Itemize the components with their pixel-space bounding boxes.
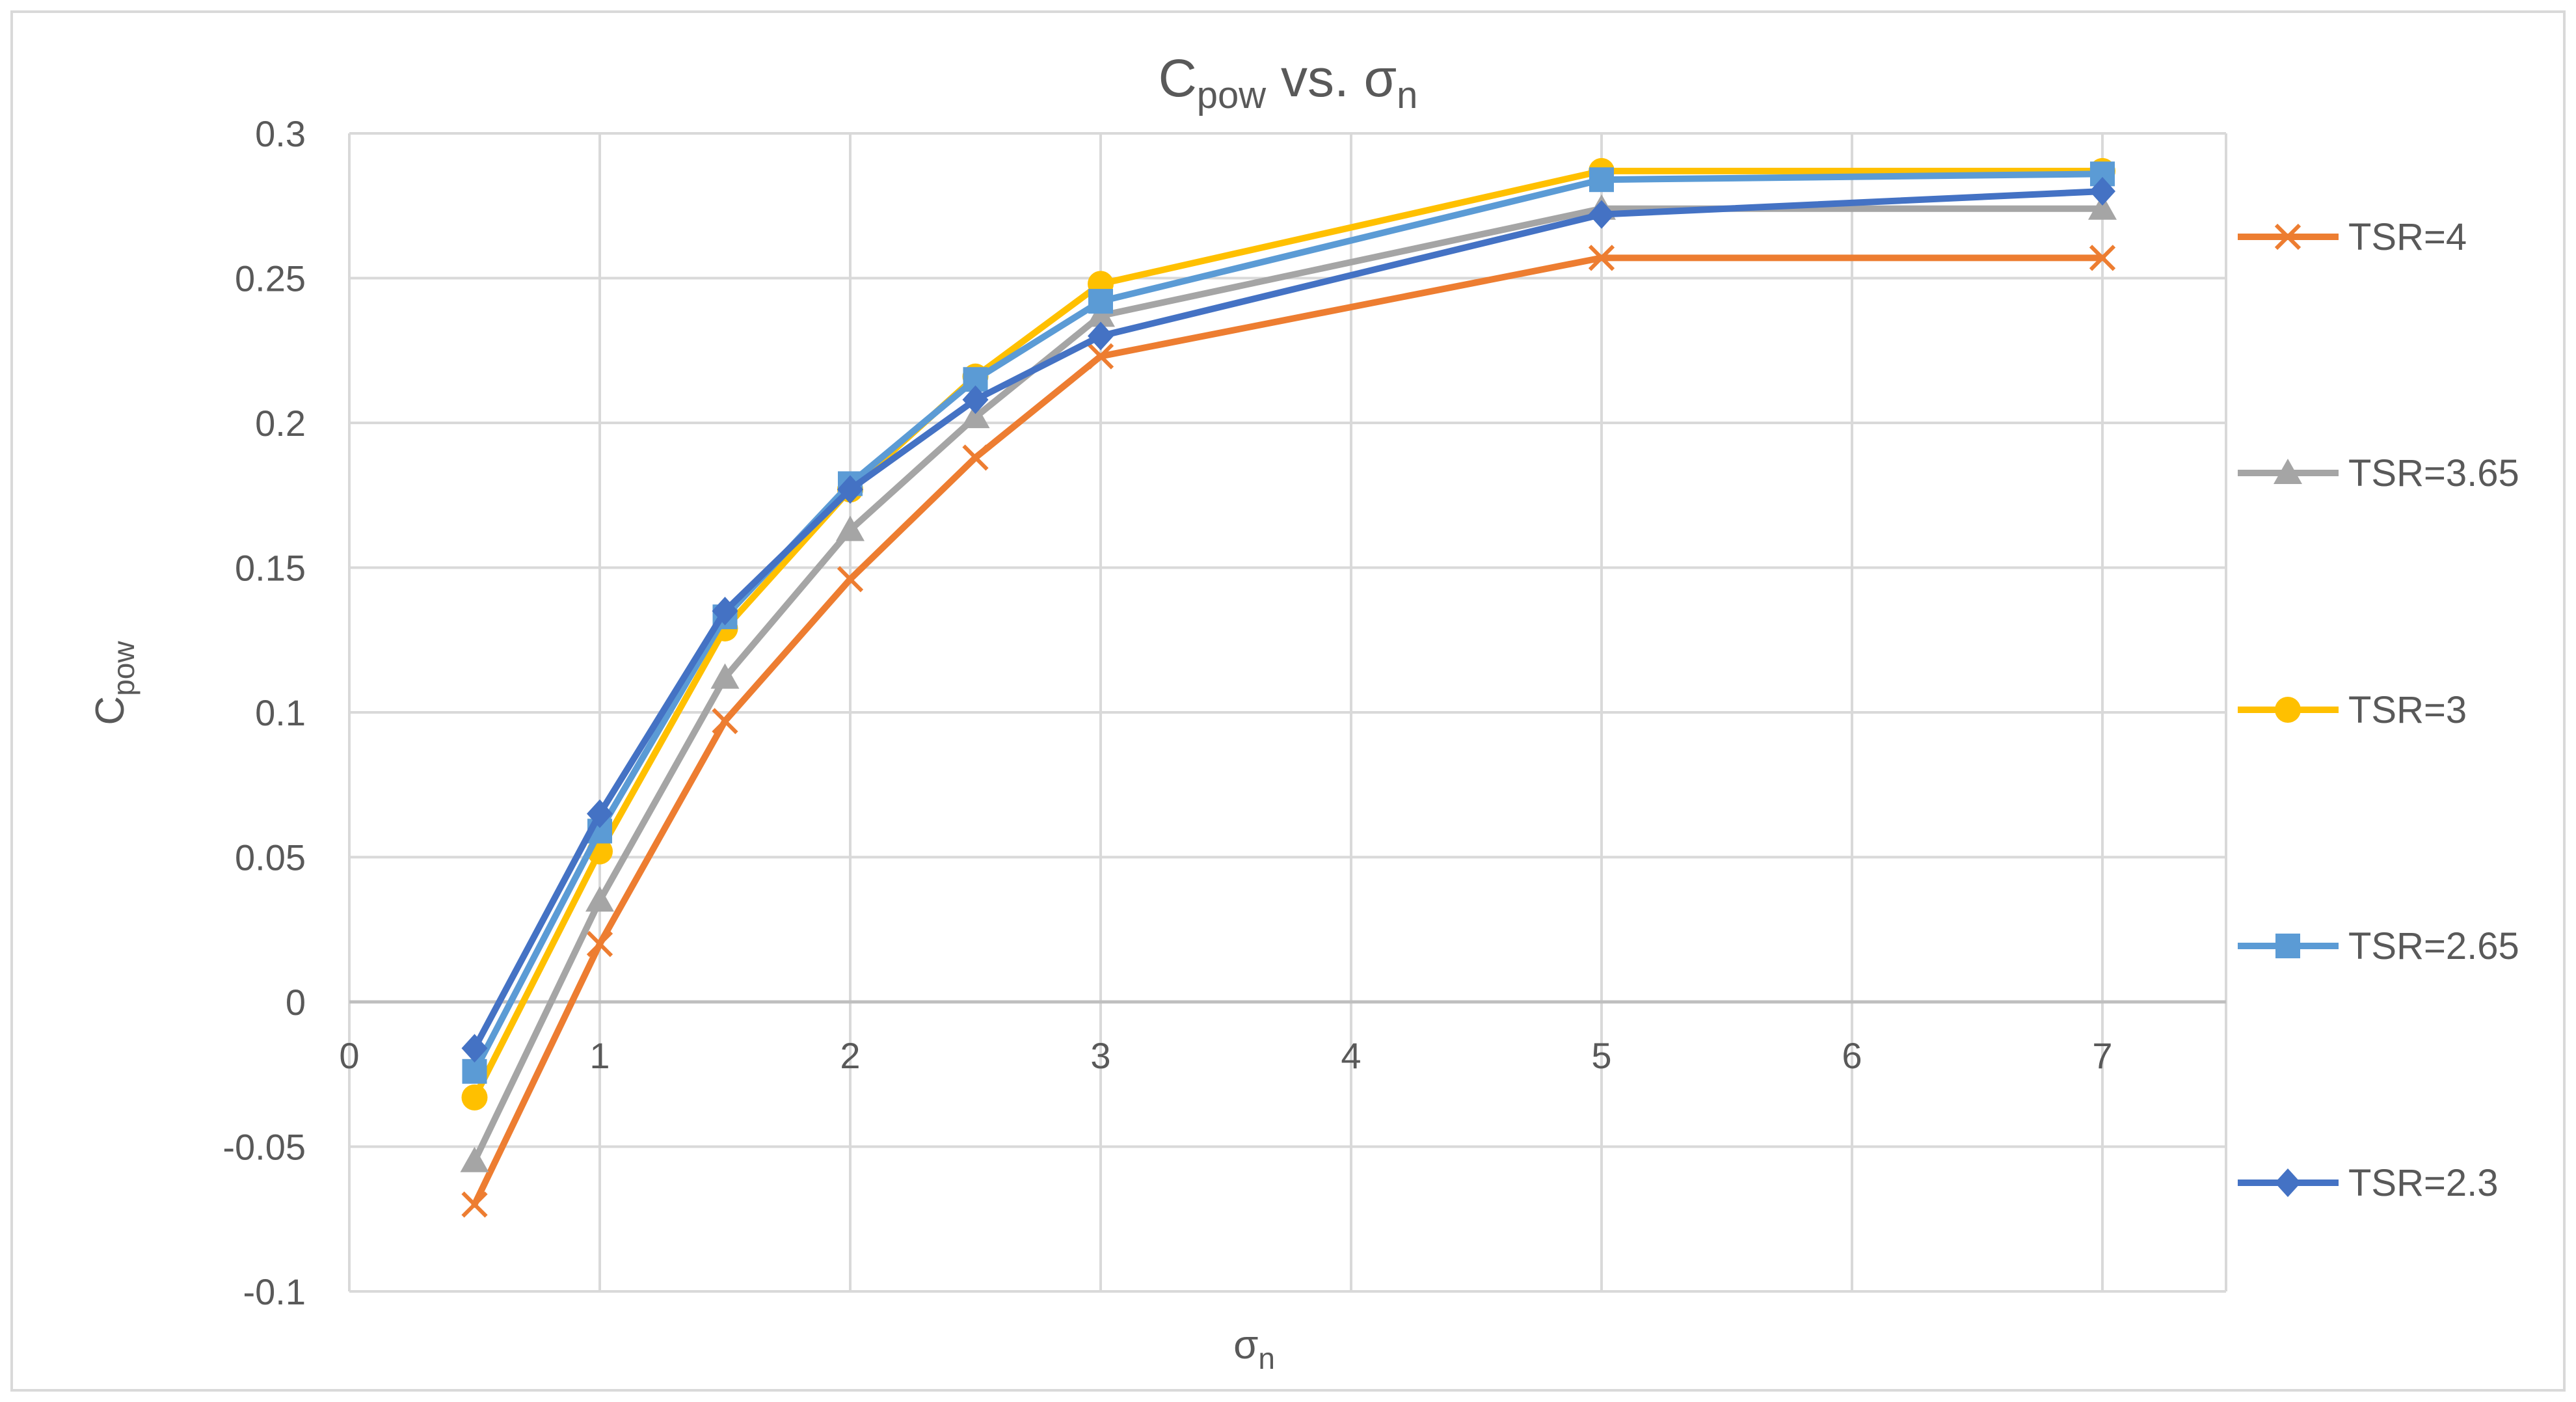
marker-stroke xyxy=(2274,223,2301,250)
y-tick-label: 0.1 xyxy=(255,692,306,733)
data-point-tsr-2-3 xyxy=(2089,177,2115,206)
series-line-tsr-2-3 xyxy=(471,188,2106,1052)
legend-marker xyxy=(2275,697,2301,723)
legend-label: TSR=3 xyxy=(2348,689,2467,731)
legend-marker xyxy=(2275,934,2300,958)
marker-stroke xyxy=(461,1191,488,1218)
y-tick-label: 0.25 xyxy=(235,258,306,299)
data-point-tsr-2-3 xyxy=(1088,321,1114,351)
data-point-tsr-2-3 xyxy=(837,475,863,504)
chart-title: Cpow vs. σn xyxy=(1159,49,1418,116)
marker-stroke xyxy=(1087,343,1114,370)
marker-stroke xyxy=(586,930,613,958)
x-axis-title: σn xyxy=(1233,1323,1275,1375)
x-tick-label: 2 xyxy=(840,1035,860,1076)
data-point-tsr-2-3 xyxy=(1589,200,1615,229)
series-line-tsr-4 xyxy=(471,254,2106,1208)
y-tick-label: 0.15 xyxy=(235,548,306,589)
data-point-tsr-3-65 xyxy=(961,403,990,429)
data-point-tsr-4 xyxy=(2089,245,2116,271)
x-tick-label: 0 xyxy=(339,1035,359,1076)
data-point-tsr-3-65 xyxy=(585,886,614,912)
data-point-tsr-4 xyxy=(461,1191,488,1218)
legend: TSR=4 TSR=3.65 TSR=3 TSR=2.65 TSR=2.3 xyxy=(2238,216,2519,1204)
legend-label: TSR=2.3 xyxy=(2348,1162,2499,1204)
chart-title-sub: pow xyxy=(1197,74,1267,116)
axes: 0.3 0.25 0.2 0.15 0.1 0.05 0 -0.05 -0.1 0 1 2 3 4 5 6 7 xyxy=(222,113,2226,1312)
data-point-tsr-4 xyxy=(837,566,864,593)
legend-marker xyxy=(2275,1168,2301,1197)
y-axis-title-main: C xyxy=(88,696,133,725)
data-point-tsr-2-65 xyxy=(1589,167,1614,193)
legend-item-tsr-2-3: TSR=2.3 xyxy=(2238,1162,2499,1204)
data-point-tsr-2-3 xyxy=(712,597,738,626)
legend-label: TSR=3.65 xyxy=(2348,452,2519,494)
data-point-tsr-2-3 xyxy=(587,799,613,828)
y-tick-label: -0.1 xyxy=(243,1271,306,1312)
data-point-tsr-4 xyxy=(712,708,738,735)
data-point-tsr-2-3 xyxy=(962,385,989,414)
x-tick-label: 7 xyxy=(2092,1035,2112,1076)
y-tick-label: -0.05 xyxy=(222,1127,306,1168)
chart-border xyxy=(10,10,2566,1392)
marker-stroke xyxy=(1588,245,1615,271)
y-axis-title-sub: pow xyxy=(107,641,141,696)
data-point-tsr-4 xyxy=(962,444,989,471)
series-tsr-4 xyxy=(461,245,2116,1218)
marker-stroke xyxy=(962,444,989,471)
data-point-tsr-3-65 xyxy=(2088,194,2117,220)
series-tsr-3-65 xyxy=(460,194,2117,1172)
legend-marker xyxy=(2274,459,2302,484)
x-tick-label: 6 xyxy=(1842,1035,1862,1076)
chart-title-main: C xyxy=(1159,49,1197,108)
data-point-tsr-4 xyxy=(586,930,613,958)
data-point-tsr-4 xyxy=(1588,245,1615,271)
y-axis-title: Cpow xyxy=(88,641,141,725)
y-tick-label: 0 xyxy=(286,982,306,1023)
data-point-tsr-2-65 xyxy=(462,1058,487,1084)
x-tick-label: 4 xyxy=(1341,1035,1361,1076)
y-tick-label: 0.3 xyxy=(255,113,306,154)
series-line-tsr-2-65 xyxy=(471,170,2106,1075)
marker-stroke xyxy=(2089,245,2116,271)
legend-item-tsr-2-65: TSR=2.65 xyxy=(2238,925,2519,967)
legend-label: TSR=4 xyxy=(2348,216,2467,258)
data-point-tsr-2-3 xyxy=(461,1034,488,1063)
chart-title-mid: vs. σ xyxy=(1266,49,1397,108)
x-tick-label: 1 xyxy=(589,1035,610,1076)
x-tick-label: 3 xyxy=(1090,1035,1110,1076)
series-group xyxy=(460,157,2117,1218)
x-tick-label: 5 xyxy=(1591,1035,1611,1076)
data-point-tsr-3-65 xyxy=(1086,301,1115,327)
y-tick-label: 0.2 xyxy=(255,403,306,444)
x-axis-title-sub: n xyxy=(1258,1341,1275,1375)
marker-stroke xyxy=(712,708,738,735)
y-tick-label: 0.05 xyxy=(235,837,306,878)
chart-title-sub2: n xyxy=(1397,74,1417,116)
data-point-tsr-4 xyxy=(1087,343,1114,370)
legend-item-tsr-4: TSR=4 xyxy=(2238,216,2467,258)
data-point-tsr-3-65 xyxy=(836,515,865,541)
data-point-tsr-3-65 xyxy=(710,663,740,689)
data-point-tsr-3 xyxy=(461,1084,488,1111)
marker-stroke xyxy=(837,566,864,593)
legend-marker xyxy=(2274,223,2301,250)
data-point-tsr-3-65 xyxy=(460,1146,489,1172)
series-line-tsr-3-65 xyxy=(471,205,2106,1165)
x-axis-title-main: σ xyxy=(1233,1323,1258,1368)
legend-item-tsr-3-65: TSR=3.65 xyxy=(2238,452,2519,494)
data-point-tsr-2-65 xyxy=(1088,289,1113,314)
legend-label: TSR=2.65 xyxy=(2348,925,2519,967)
series-tsr-2-3 xyxy=(461,177,2115,1063)
legend-item-tsr-3: TSR=3 xyxy=(2238,689,2467,731)
